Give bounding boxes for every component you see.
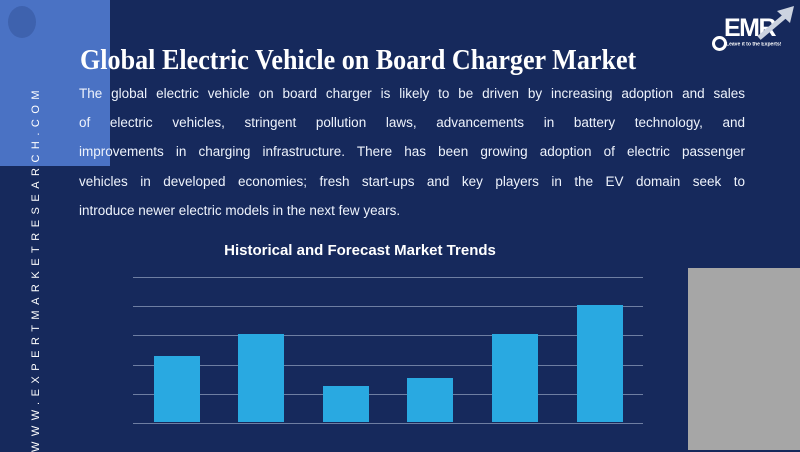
bar-chart-bar — [491, 334, 538, 422]
intro-line: improvements in charging infrastructure.… — [79, 144, 745, 160]
logo-ring-icon — [712, 36, 727, 51]
chart-title: Historical and Forecast Market Trends — [224, 242, 496, 259]
sidebar-accent-band — [0, 0, 110, 166]
intro-line: vehicles in developed economies; fresh s… — [79, 173, 745, 189]
emr-logo: EMR Leave it to the Experts! — [705, 5, 800, 55]
website-url-vertical: WWW.EXPERTMARKETRESEARCH.COM — [30, 84, 42, 452]
sidebar-watermark-smudge — [8, 6, 36, 38]
logo-tagline: Leave it to the Experts! — [726, 42, 782, 48]
bar-chart-plot — [133, 277, 643, 424]
bar-chart-bar — [322, 386, 369, 422]
gridline — [133, 306, 643, 308]
intro-line: of electric vehicles, stringent pollutio… — [79, 115, 745, 131]
gridline — [133, 393, 643, 395]
gridline — [133, 364, 643, 366]
intro-paragraph: The global electric vehicle on board cha… — [79, 79, 745, 225]
intro-line: The global electric vehicle on board cha… — [79, 86, 745, 101]
intro-line: introduce newer electric models in the n… — [79, 202, 401, 218]
growth-arrow-icon — [757, 6, 794, 40]
bar-chart-bar — [153, 356, 200, 422]
bar-chart-bar — [576, 305, 623, 422]
gridline — [133, 423, 643, 424]
gridline — [133, 335, 643, 337]
gridline — [133, 277, 643, 278]
bar-chart-bar — [238, 334, 285, 422]
bar-chart-bar — [407, 378, 454, 422]
corner-gray-block — [688, 268, 800, 450]
page-title: Global Electric Vehicle on Board Charger… — [80, 44, 637, 76]
